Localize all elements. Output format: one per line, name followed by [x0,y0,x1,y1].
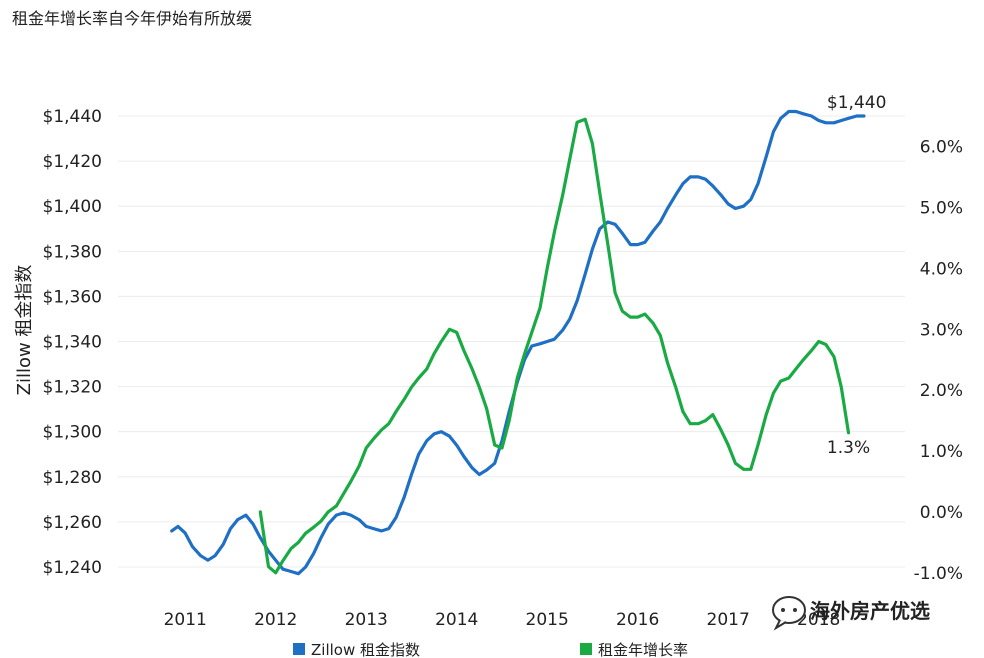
left-tick-label: $1,440 [43,107,102,127]
legend-swatch [580,643,592,655]
rent-index-line [170,109,866,576]
left-tick-label: $1,360 [43,287,102,307]
watermark-text: 海外房产优选 [810,599,930,623]
left-tick-label: $1,260 [43,513,102,533]
left-tick-label: $1,300 [43,423,102,443]
left-tick-label: $1,380 [43,242,102,262]
watermark: 海外房产优选 [772,596,930,631]
left-tick-label: $1,280 [43,468,102,488]
annotations: $1,440 1.3% [827,93,886,458]
right-tick-label: -1.0% [914,564,963,584]
x-tick-label: 2011 [164,610,207,630]
right-tick-label: 4.0% [920,259,963,279]
rent-growth-end-label: 1.3% [827,438,870,458]
x-tick-label: 2014 [435,610,478,630]
x-tick-label: 2017 [707,610,750,630]
x-tick-label: 2013 [345,610,388,630]
rent-index-end-label: $1,440 [827,93,886,113]
right-axis-ticks: -1.0% 0.0% 1.0% 2.0% 3.0% 4.0% 5.0% 6.0% [914,138,963,584]
left-tick-label: $1,420 [43,152,102,172]
series-layer [170,109,866,576]
left-tick-label: $1,400 [43,197,102,217]
x-tick-label: 2016 [616,610,659,630]
x-tick-label: 2018 [797,610,840,630]
legend-label: Zillow 租金指数 [311,641,420,658]
gridlines [118,115,905,568]
left-tick-label: $1,340 [43,333,102,353]
right-tick-label: 1.0% [920,442,963,462]
legend: Zillow 租金指数 租金年增长率 [293,641,688,658]
y-axis-title: Zillow 租金指数 [14,265,35,396]
right-tick-label: 0.0% [920,503,963,523]
right-tick-label: 5.0% [920,199,963,219]
legend-swatch [293,643,305,655]
right-tick-label: 2.0% [920,381,963,401]
chat-bubble-icon [772,596,806,631]
right-tick-label: 3.0% [920,320,963,340]
x-tick-label: 2015 [526,610,569,630]
chart-title: 租金年增长率自今年伊始有所放缓 [12,9,252,28]
right-tick-label: 6.0% [920,138,963,158]
x-axis-ticks: 2011 2012 2013 2014 2015 2016 2017 2018 [164,610,841,630]
x-tick-label: 2012 [254,610,297,630]
rent-growth-line [258,117,851,575]
left-axis-ticks: $1,240 $1,260 $1,280 $1,300 $1,320 $1,340 $1,3… [43,107,102,578]
legend-label: 租金年增长率 [598,641,688,658]
left-tick-label: $1,240 [43,558,102,578]
left-tick-label: $1,320 [43,378,102,398]
